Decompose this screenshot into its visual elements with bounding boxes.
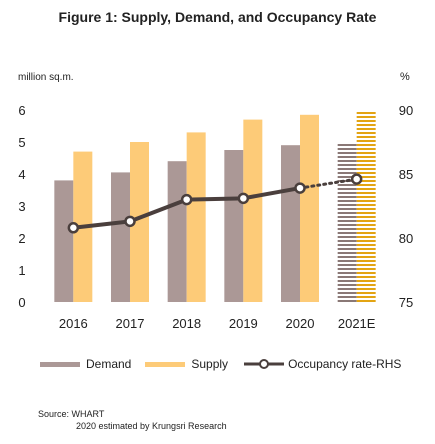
occupancy-point-2019 — [237, 192, 250, 205]
bar-supply-2020 — [300, 114, 319, 302]
left-tick-label: 3 — [18, 199, 25, 214]
bar-demand-2021E — [337, 142, 357, 302]
x-tick-label: 2016 — [59, 316, 88, 331]
right-axis-unit: % — [400, 71, 410, 83]
x-tick-label: 2021E — [338, 316, 376, 331]
legend-label-occupancy: Occupancy rate-RHS — [288, 357, 402, 371]
legend: Demand Supply Occupancy rate-RHS — [40, 357, 415, 371]
legend-label-demand: Demand — [86, 357, 132, 371]
left-tick-label: 1 — [18, 263, 25, 278]
source-line-2: 2020 estimated by Krungsri Research — [76, 421, 227, 431]
occupancy-point-2020 — [294, 182, 306, 194]
left-axis-unit: million sq.m. — [18, 72, 74, 83]
left-tick-label: 2 — [18, 231, 25, 246]
bar-demand-2017 — [111, 172, 130, 302]
left-tick-label: 5 — [18, 135, 25, 150]
legend-swatch-occupancy — [244, 359, 285, 369]
x-tick-label: 2019 — [229, 316, 258, 331]
right-tick-label: 85 — [399, 167, 413, 182]
legend-label-supply: Supply — [191, 357, 229, 371]
left-tick-label: 6 — [18, 103, 25, 118]
legend-swatch-supply — [145, 361, 186, 367]
occupancy-line-estimate — [298, 177, 359, 190]
occupancy-point-2016 — [67, 222, 80, 234]
occupancy-point-2021E — [350, 173, 363, 185]
right-tick-label: 80 — [399, 231, 413, 246]
left-tick-label: 4 — [18, 167, 25, 182]
x-tick-label: 2020 — [286, 316, 315, 331]
bar-supply-2018 — [186, 132, 206, 302]
bar-supply-2021E — [356, 111, 376, 302]
bar-demand-2018 — [167, 161, 187, 302]
x-tick-label: 2017 — [116, 316, 145, 331]
occupancy-point-2018 — [180, 193, 193, 206]
source-line-1: Source: WHART — [38, 409, 105, 419]
legend-item-supply: Supply — [145, 357, 228, 371]
legend-item-occupancy: Occupancy rate-RHS — [242, 357, 401, 371]
right-tick-label: 75 — [399, 295, 413, 310]
chart-title: Figure 1: Supply, Demand, and Occupancy … — [58, 9, 377, 25]
bar-demand-2020 — [281, 145, 300, 302]
bar-supply-2017 — [130, 142, 149, 302]
source-note: Source: WHART 2020 estimated by Krungsri… — [38, 408, 227, 432]
bar-demand-2019 — [224, 150, 244, 302]
bar-demand-2016 — [54, 180, 74, 302]
x-tick-label: 2018 — [172, 316, 201, 331]
occupancy-point-2017 — [124, 215, 136, 228]
left-tick-label: 0 — [18, 295, 25, 310]
bar-supply-2019 — [243, 119, 263, 302]
legend-swatch-demand — [40, 361, 80, 367]
right-tick-label: 90 — [399, 103, 413, 118]
legend-item-demand: Demand — [40, 357, 131, 371]
